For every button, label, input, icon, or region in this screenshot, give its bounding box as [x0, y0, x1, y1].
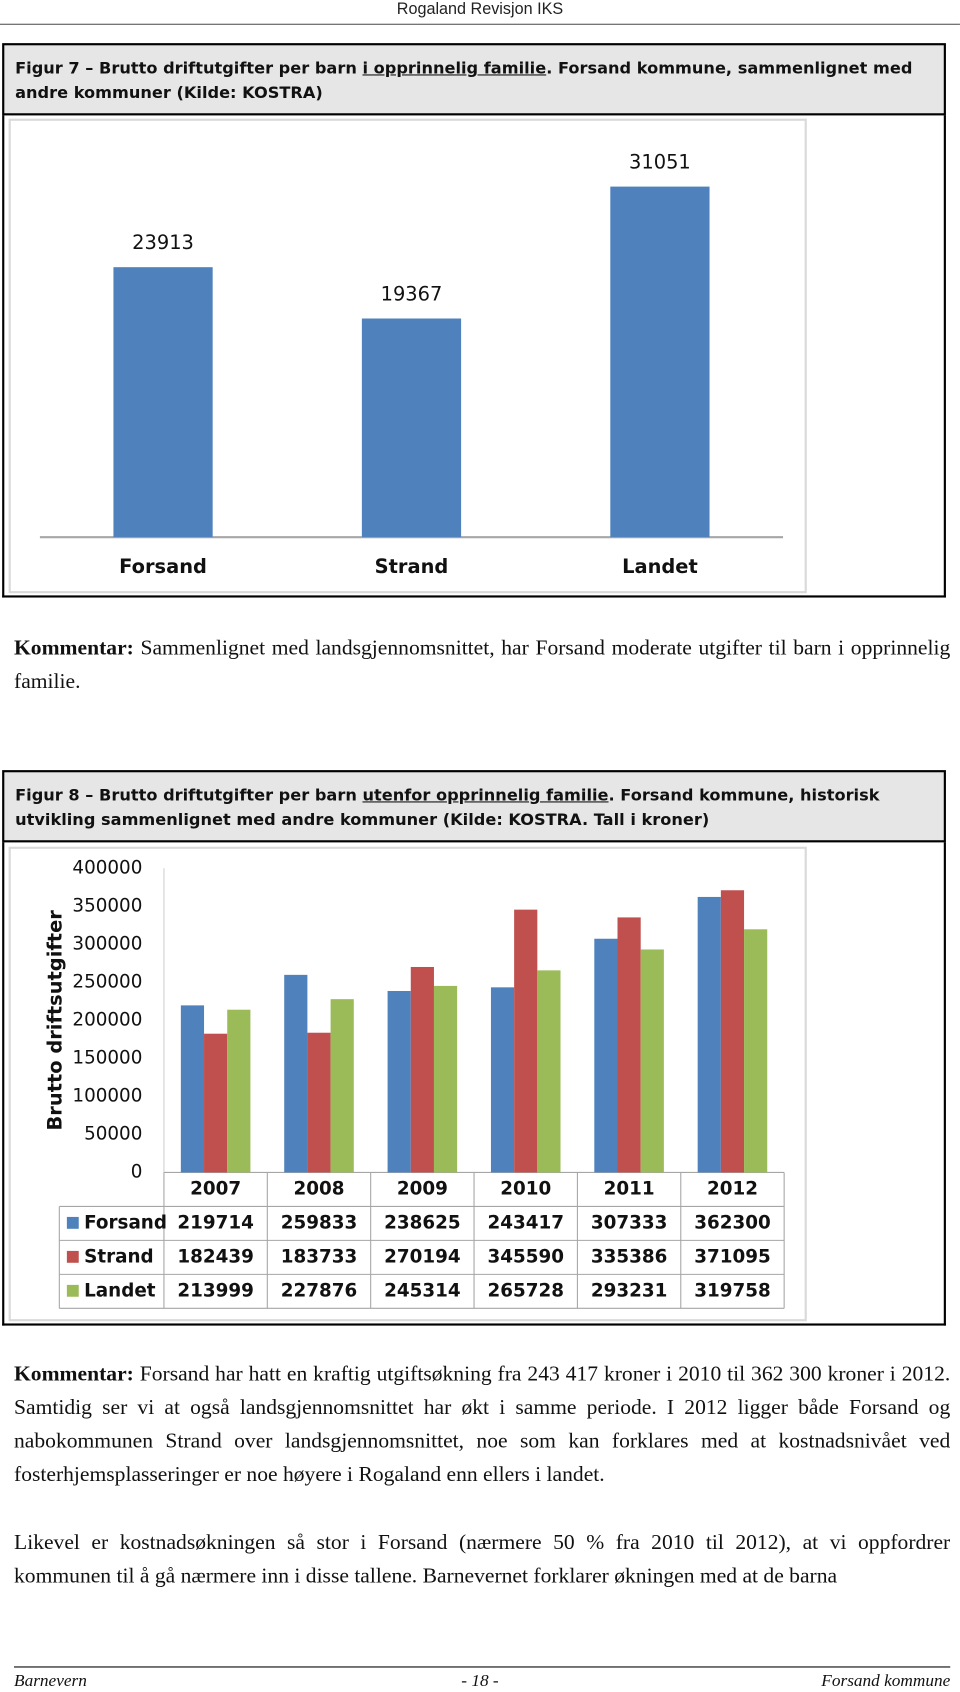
- legend-key: [66, 1250, 79, 1263]
- caption-underlined: i opprinnelig familie: [362, 58, 547, 78]
- category-label: Landet: [622, 555, 698, 578]
- bar: [514, 909, 538, 1173]
- legend-key: [66, 1284, 79, 1297]
- table-value: 265728: [487, 1280, 564, 1301]
- caption-text: . Forsand kommune, sammenlignet med andr…: [15, 58, 913, 103]
- caption-text: . Forsand kommune, historisk utvikling s…: [15, 785, 880, 830]
- y-tick-label: 50000: [84, 1123, 142, 1144]
- header-rule: [0, 23, 960, 25]
- footer-rule: [14, 1666, 951, 1668]
- comment-text: Forsand har hatt en kraftig utgiftsøknin…: [14, 1362, 951, 1487]
- category-label: Forsand: [119, 555, 207, 578]
- y-tick-label: 100000: [72, 1085, 142, 1106]
- category-label: Strand: [375, 555, 449, 578]
- bar: [113, 267, 213, 538]
- table-value: 245314: [384, 1280, 461, 1301]
- category-label: 2010: [500, 1178, 551, 1199]
- bar: [610, 186, 710, 538]
- bar: [697, 896, 721, 1173]
- bar: [307, 1032, 331, 1173]
- figure-caption: Figur 7 – Brutto driftutgifter per barn …: [2, 43, 946, 116]
- table-value: 227876: [281, 1280, 358, 1301]
- table-value: 371095: [694, 1246, 771, 1267]
- page-header: Rogaland Revisjon IKS: [396, 0, 564, 19]
- legend-label: Landet: [84, 1280, 156, 1301]
- bar: [204, 1033, 228, 1173]
- table-value: 182439: [177, 1246, 254, 1267]
- bar: [284, 974, 308, 1173]
- bar: [720, 890, 745, 1173]
- table-value: 362300: [694, 1212, 771, 1233]
- y-tick-label: 250000: [72, 971, 142, 992]
- bar: [387, 990, 411, 1173]
- bar: [361, 318, 462, 538]
- bar: [617, 917, 641, 1173]
- table-value: 238625: [384, 1212, 461, 1233]
- value-label: 19367: [381, 282, 443, 305]
- bar: [744, 929, 768, 1173]
- bar: [410, 966, 434, 1173]
- category-label: 2007: [190, 1178, 241, 1199]
- table-value: 335386: [591, 1246, 668, 1267]
- table-value: 243417: [487, 1212, 564, 1233]
- caption-text: Figur 7 – Brutto driftutgifter per barn: [15, 58, 363, 78]
- bar: [433, 985, 458, 1173]
- comment-text: Sammenlignet med landsgjennomsnittet, ha…: [14, 636, 951, 694]
- legend-key: [66, 1216, 79, 1229]
- legend-label: Forsand: [84, 1212, 167, 1233]
- y-tick-label: 0: [131, 1161, 143, 1182]
- bar: [227, 1009, 251, 1173]
- bar: [537, 970, 561, 1173]
- value-label: 23913: [132, 231, 194, 254]
- legend-label: Strand: [84, 1246, 154, 1267]
- table-value: 183733: [281, 1246, 358, 1267]
- y-tick-label: 150000: [72, 1047, 142, 1068]
- table-value: 319758: [694, 1280, 771, 1301]
- figure-caption: Figur 8 – Brutto driftutgifter per barn …: [2, 770, 946, 843]
- category-label: 2008: [293, 1178, 344, 1199]
- chart-frame: [2, 115, 946, 598]
- y-tick-label: 200000: [72, 1009, 142, 1030]
- comment: Kommentar: Sammenlignet med landsgjennom…: [14, 632, 950, 699]
- value-label: 31051: [629, 150, 691, 173]
- footer-right: Forsand kommune: [821, 1671, 951, 1691]
- table-value: 219714: [177, 1212, 254, 1233]
- comment: Kommentar: Forsand har hatt en kraftig u…: [14, 1358, 950, 1492]
- table-value: 259833: [281, 1212, 358, 1233]
- category-label: 2009: [397, 1178, 448, 1199]
- bar: [594, 938, 618, 1173]
- comment-label: Kommentar:: [14, 1362, 134, 1387]
- bar: [180, 1005, 205, 1173]
- footer-center: - 18 -: [461, 1671, 499, 1691]
- table-value: 270194: [384, 1246, 461, 1267]
- bar: [330, 999, 354, 1173]
- chart-area: [8, 118, 807, 594]
- category-label: 2012: [707, 1178, 758, 1199]
- caption-underlined: utenfor opprinnelig familie: [362, 785, 609, 805]
- comment-label: Kommentar:: [14, 636, 134, 661]
- caption-text: Figur 8 – Brutto driftutgifter per barn: [15, 785, 363, 805]
- footer-left: Barnevern: [14, 1671, 87, 1691]
- bar: [640, 949, 664, 1173]
- chart-frame: [2, 842, 946, 1326]
- y-axis-label: Brutto driftsutgifter: [44, 910, 67, 1131]
- table-value: 345590: [487, 1246, 564, 1267]
- y-tick-label: 350000: [72, 895, 142, 916]
- y-tick-label: 300000: [72, 933, 142, 954]
- bar: [490, 987, 515, 1173]
- table-value: 293231: [591, 1280, 668, 1301]
- category-label: 2011: [604, 1178, 655, 1199]
- table-value: 213999: [177, 1280, 254, 1301]
- table-value: 307333: [591, 1212, 668, 1233]
- chart-area: [8, 846, 807, 1322]
- paragraph: Likevel er kostnadsøkningen så stor i Fo…: [14, 1530, 951, 1588]
- y-tick-label: 400000: [72, 857, 142, 878]
